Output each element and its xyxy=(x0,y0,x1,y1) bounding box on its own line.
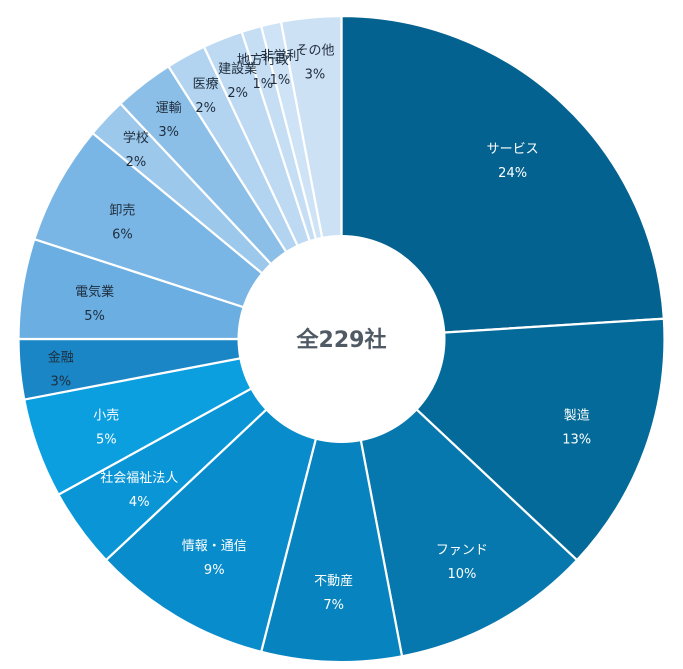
slice-category-label: 不動産 xyxy=(314,573,353,589)
slice-percent-label: 2% xyxy=(126,155,147,170)
center-total-label: 全229社 xyxy=(296,327,387,353)
slice-category-label: その他 xyxy=(295,43,334,58)
slice-category-label: 社会福祉法人 xyxy=(100,470,178,486)
slice-percent-label: 3% xyxy=(158,125,179,140)
donut-center-hole xyxy=(237,235,446,443)
slice-category-label: 医療 xyxy=(193,77,219,92)
slice-percent-label: 2% xyxy=(227,86,248,101)
slice-percent-label: 10% xyxy=(447,567,476,582)
slice-category-label: 建設業 xyxy=(218,61,257,77)
slice-percent-label: 13% xyxy=(562,433,591,448)
slice-category-label: 電気業 xyxy=(75,284,114,300)
slice-percent-label: 4% xyxy=(129,495,150,510)
slice-percent-label: 3% xyxy=(305,67,326,82)
slice-percent-label: 1% xyxy=(253,77,274,92)
slice-percent-label: 7% xyxy=(323,598,344,613)
slice-percent-label: 9% xyxy=(204,563,225,578)
slice-percent-label: 3% xyxy=(50,375,71,390)
slice-category-label: 情報・通信 xyxy=(182,539,247,554)
slice-percent-label: 5% xyxy=(84,309,105,324)
pie-slice xyxy=(259,338,404,664)
slice-percent-label: 6% xyxy=(112,228,133,243)
slice-category-label: サービス xyxy=(487,142,539,157)
slice-category-label: 学校 xyxy=(123,130,149,146)
slice-category-label: 金融 xyxy=(48,350,74,366)
slice-category-label: 運輸 xyxy=(156,101,182,116)
pie-slice xyxy=(340,14,666,341)
slice-category-label: 地方行政 xyxy=(237,52,289,68)
slice-percent-label: 1% xyxy=(270,73,291,88)
slice-percent-label: 5% xyxy=(96,433,117,448)
slice-percent-label: 24% xyxy=(498,166,527,181)
slice-category-label: ファンド xyxy=(436,543,488,558)
slice-category-label: 小売 xyxy=(93,408,119,424)
slice-percent-label: 2% xyxy=(195,101,216,116)
labels-layer: サービス 24% 製造 13% ファンド 10% 不動産 7% 情報・通信 9% 社会福祉法人 4% 小… xyxy=(48,43,591,613)
slice-category-label: 製造 xyxy=(564,409,590,424)
slice-category-label: 卸売 xyxy=(109,203,135,219)
slice-category-label: 非営利 xyxy=(260,49,299,64)
